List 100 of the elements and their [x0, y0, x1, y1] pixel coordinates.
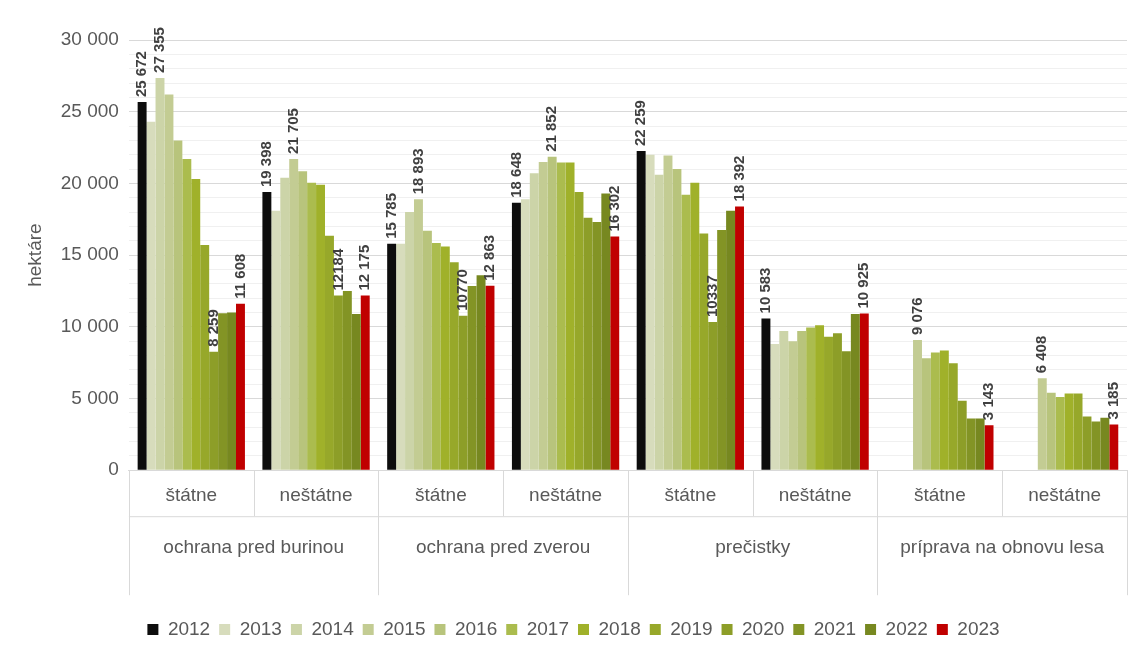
bar — [654, 174, 664, 470]
bar — [663, 155, 673, 470]
bar — [681, 194, 691, 470]
data-label: 9 076 — [907, 297, 925, 336]
data-label: 10 583 — [756, 267, 774, 314]
bar — [236, 303, 245, 470]
y-tick-label: 0 — [108, 458, 119, 480]
x-tick-label: neštátne — [529, 483, 603, 505]
text: príprava na obnovu lesa — [900, 536, 1105, 558]
bar — [797, 331, 807, 470]
y-tick-label: 10 000 — [60, 315, 119, 337]
bar — [859, 313, 869, 470]
x-tick-label: štátne — [664, 483, 717, 505]
bar — [921, 358, 931, 470]
y-tick-label: 5 000 — [71, 386, 119, 408]
x-tick-label: štátne — [414, 483, 467, 505]
bar — [538, 161, 548, 470]
bar — [173, 140, 183, 470]
data-label: 21 852 — [542, 105, 560, 152]
bar — [1037, 378, 1047, 470]
data-label: 6 408 — [1032, 335, 1050, 374]
data-label: 15 785 — [381, 192, 399, 239]
bar — [164, 94, 174, 470]
bar — [735, 206, 744, 470]
bar — [280, 177, 290, 470]
text: ochrana pred burinou — [163, 536, 344, 558]
bar — [289, 158, 299, 470]
bar — [761, 318, 771, 470]
x-tick-label: štátne — [165, 483, 218, 505]
text: ochrana pred zverou — [416, 536, 591, 558]
bar — [387, 243, 397, 470]
legend-label: 2014 — [311, 617, 355, 639]
x-tick-label: neštátne — [778, 483, 852, 505]
bar — [672, 169, 682, 470]
bar — [182, 159, 192, 470]
data-label: 22 259 — [631, 100, 649, 147]
legend-label: 2019 — [670, 617, 713, 639]
bar — [770, 344, 780, 470]
legend-label: 2013 — [239, 617, 282, 639]
legend-label: 2022 — [885, 617, 928, 639]
bar — [930, 352, 940, 470]
bar — [307, 182, 317, 470]
data-label: 19 398 — [257, 141, 275, 188]
bar — [1046, 392, 1056, 470]
legend-label: 2023 — [957, 617, 1000, 639]
bar — [405, 212, 414, 470]
legend-label: 2018 — [598, 617, 641, 639]
y-tick-label: 15 000 — [60, 243, 119, 265]
data-label: 12184 — [328, 248, 346, 291]
bar — [547, 156, 557, 470]
bar — [422, 230, 432, 470]
bar — [529, 173, 539, 470]
bar — [610, 236, 620, 470]
x-tick-label: neštátne — [1028, 483, 1102, 505]
data-label: 11 608 — [230, 253, 248, 299]
data-label: 27 355 — [150, 27, 168, 73]
bar — [556, 162, 566, 470]
x-tick-label: štátne — [913, 483, 966, 505]
legend-label: 2012 — [167, 617, 211, 639]
data-label: 18 392 — [729, 155, 747, 202]
data-label: 10 925 — [854, 262, 872, 309]
legend-label: 2017 — [526, 617, 570, 639]
bar — [788, 341, 798, 470]
data-label: 3 143 — [979, 382, 997, 421]
bar — [1055, 397, 1065, 470]
bar — [511, 202, 521, 470]
bar — [396, 243, 406, 470]
bar — [984, 425, 994, 470]
data-label: 10337 — [702, 275, 720, 317]
data-label: 12 863 — [480, 234, 498, 281]
bar — [1109, 424, 1119, 470]
bar — [413, 199, 423, 470]
bar — [806, 327, 816, 470]
bar — [779, 331, 789, 470]
data-label: 3 185 — [1103, 381, 1121, 420]
legend-label: 2015 — [383, 617, 426, 639]
y-axis-title: hektáre — [23, 223, 45, 287]
bar — [636, 151, 646, 470]
legend-label: 2020 — [742, 617, 785, 639]
text: prečistky — [715, 536, 791, 558]
bar — [146, 121, 156, 470]
data-label: 10770 — [453, 269, 471, 311]
bar — [262, 192, 272, 470]
bar — [360, 295, 370, 470]
x-tick-label: neštátne — [279, 483, 353, 505]
y-tick-label: 30 000 — [60, 28, 119, 50]
data-label: 25 672 — [132, 51, 150, 98]
y-tick-label: 20 000 — [60, 171, 119, 193]
bar — [431, 242, 441, 470]
bar — [298, 171, 308, 470]
bar — [137, 102, 147, 470]
data-label: 18 648 — [506, 151, 524, 198]
bar — [271, 210, 281, 470]
bar — [913, 340, 922, 470]
bar — [520, 199, 530, 470]
data-label: 21 705 — [283, 108, 301, 154]
data-label: 18 893 — [408, 148, 426, 195]
legend-label: 2016 — [454, 617, 498, 639]
data-label: 8 259 — [203, 309, 221, 347]
data-label: 16 302 — [604, 185, 622, 232]
